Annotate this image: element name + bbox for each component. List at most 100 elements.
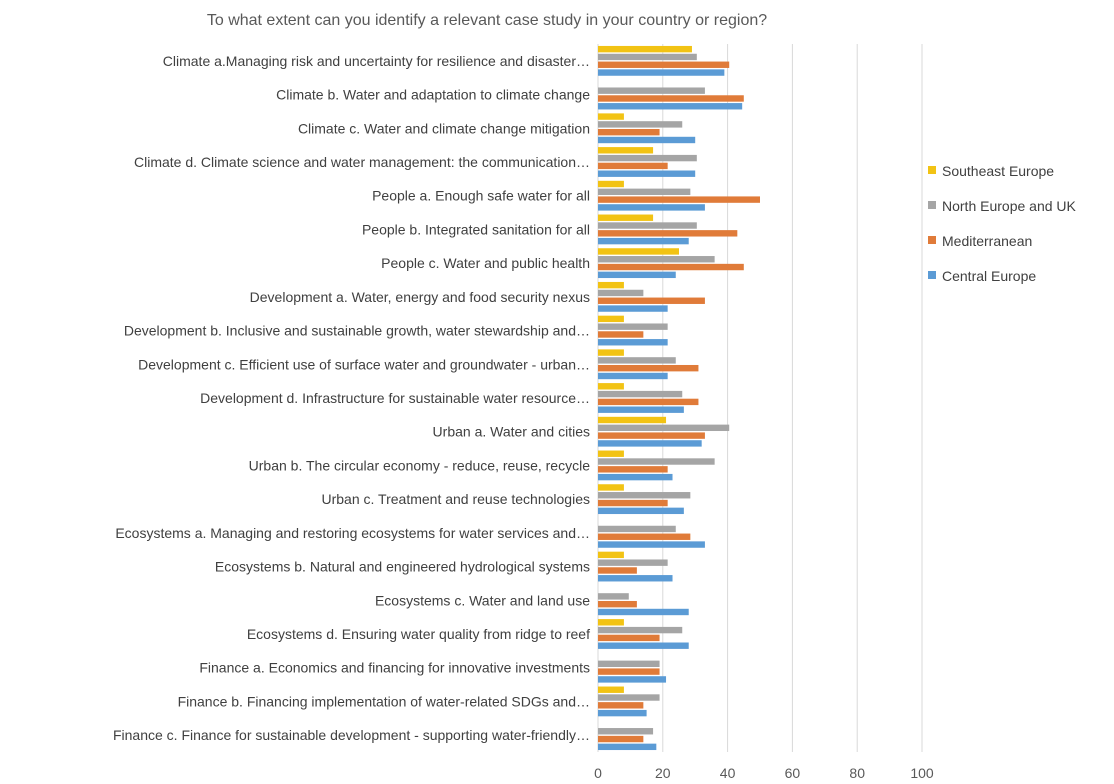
legend-label: Central Europe	[942, 268, 1036, 284]
bar-4-cat-4	[598, 170, 696, 177]
bar-4-cat-11	[598, 406, 684, 413]
bar-3-cat-12	[598, 432, 705, 439]
bar-4-cat-12	[598, 440, 702, 447]
bar-3-cat-19	[598, 668, 660, 675]
bar-4-cat-19	[598, 676, 667, 683]
gridlines	[597, 44, 923, 752]
bar-3-cat-7	[598, 263, 744, 271]
bar-2-cat-4	[598, 154, 697, 162]
bar-2-cat-1	[598, 53, 697, 61]
category-label: Climate b. Water and adaptation to clima…	[276, 87, 590, 103]
bar-3-cat-20	[598, 702, 644, 709]
category-label: Urban c. Treatment and reuse technologie…	[322, 491, 591, 507]
bar-3-cat-2	[598, 95, 744, 102]
bar-2-cat-19	[598, 660, 660, 668]
x-tick-label-100: 100	[910, 765, 934, 781]
bar-1-cat-13	[598, 450, 624, 457]
category-label: Climate c. Water and climate change miti…	[298, 120, 590, 136]
category-label: People a. Enough safe water for all	[372, 188, 590, 204]
category-label: Urban b. The circular economy - reduce, …	[249, 457, 591, 473]
bar-4-cat-6	[598, 237, 689, 245]
bar-2-cat-7	[598, 256, 715, 263]
bar-1-cat-3	[598, 113, 624, 120]
bar-2-cat-18	[598, 626, 683, 634]
category-label: Climate d. Climate science and water man…	[134, 154, 590, 170]
legend-label: North Europe and UK	[942, 198, 1077, 214]
legend-swatch	[928, 271, 936, 279]
bar-1-cat-11	[598, 383, 624, 390]
bar-4-cat-5	[598, 204, 705, 211]
bar-1-cat-4	[598, 147, 654, 154]
legend-swatch	[928, 236, 936, 244]
bar-2-cat-14	[598, 492, 691, 499]
bar-2-cat-5	[598, 188, 691, 196]
bar-2-cat-10	[598, 357, 676, 364]
category-label: Ecosystems c. Water and land use	[375, 592, 590, 608]
bar-2-cat-8	[598, 289, 644, 297]
legend-label: Southeast Europe	[942, 163, 1054, 179]
category-label: Development d. Infrastructure for sustai…	[200, 390, 590, 406]
bar-1-cat-1	[598, 45, 692, 53]
bar-1-cat-6	[598, 214, 654, 221]
chart-title: To what extent can you identify a releva…	[207, 12, 767, 29]
bars	[598, 45, 760, 751]
bar-3-cat-11	[598, 398, 699, 406]
bar-4-cat-10	[598, 372, 668, 380]
category-label: People b. Integrated sanitation for all	[362, 221, 590, 237]
bar-2-cat-20	[598, 694, 660, 701]
bar-3-cat-18	[598, 634, 660, 642]
category-labels: Climate a.Managing risk and uncertainty …	[113, 53, 590, 743]
bar-2-cat-17	[598, 593, 629, 600]
bar-3-cat-4	[598, 162, 668, 170]
bar-3-cat-3	[598, 128, 660, 136]
category-label: Climate a.Managing risk and uncertainty …	[163, 53, 590, 69]
bar-3-cat-16	[598, 567, 637, 574]
x-tick-label-0: 0	[594, 765, 602, 781]
bar-3-cat-8	[598, 297, 705, 304]
bar-1-cat-5	[598, 180, 624, 188]
bar-3-cat-9	[598, 331, 644, 338]
bar-2-cat-6	[598, 222, 697, 229]
bar-3-cat-13	[598, 466, 668, 473]
bar-2-cat-2	[598, 87, 705, 94]
bar-4-cat-2	[598, 103, 743, 110]
bar-3-cat-10	[598, 364, 699, 372]
bar-3-cat-6	[598, 230, 738, 237]
bar-3-cat-21	[598, 735, 644, 743]
bar-1-cat-10	[598, 349, 624, 356]
legend-swatch	[928, 201, 936, 209]
bar-3-cat-14	[598, 499, 668, 507]
bar-1-cat-14	[598, 484, 624, 491]
bar-1-cat-9	[598, 315, 624, 323]
bar-4-cat-18	[598, 642, 689, 649]
bar-4-cat-3	[598, 136, 696, 144]
bar-3-cat-17	[598, 600, 637, 608]
category-label: Development a. Water, energy and food se…	[250, 289, 590, 305]
legend-label: Mediterranean	[942, 233, 1032, 249]
category-label: Finance a. Economics and financing for i…	[199, 660, 590, 676]
x-axis-tick-labels: 0 20 40 60 80 100	[594, 765, 934, 781]
bar-4-cat-9	[598, 339, 668, 346]
category-label: Urban a. Water and cities	[433, 424, 590, 440]
bar-2-cat-9	[598, 323, 668, 330]
bar-4-cat-20	[598, 709, 647, 717]
legend-swatch	[928, 166, 936, 174]
bar-4-cat-15	[598, 541, 705, 548]
category-label: Development c. Efficient use of surface …	[138, 356, 590, 372]
bar-4-cat-8	[598, 305, 668, 312]
bar-1-cat-18	[598, 619, 624, 626]
bar-1-cat-8	[598, 281, 624, 289]
bar-3-cat-1	[598, 61, 730, 68]
x-tick-label-60: 60	[785, 765, 801, 781]
bar-2-cat-11	[598, 390, 683, 398]
bar-1-cat-12	[598, 416, 667, 424]
x-tick-label-20: 20	[655, 765, 671, 781]
category-label: Ecosystems b. Natural and engineered hyd…	[215, 559, 590, 575]
bar-1-cat-16	[598, 551, 624, 559]
category-label: Finance c. Finance for sustainable devel…	[113, 727, 590, 743]
bar-3-cat-15	[598, 533, 691, 540]
category-label: Finance b. Financing implementation of w…	[178, 693, 590, 709]
category-label: Ecosystems a. Managing and restoring eco…	[115, 525, 590, 541]
bar-4-cat-13	[598, 473, 673, 481]
